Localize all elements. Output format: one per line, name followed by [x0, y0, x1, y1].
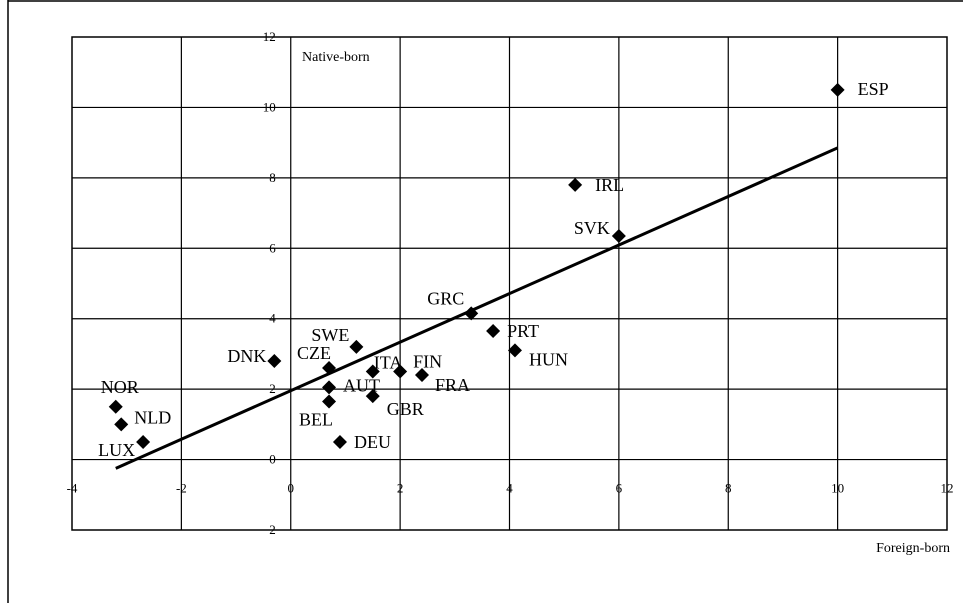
- data-point-marker: [114, 417, 129, 432]
- data-point-label: FIN: [413, 352, 442, 372]
- y-tick-label: 0: [269, 452, 276, 467]
- x-tick-label: 8: [725, 481, 732, 496]
- data-point-marker: [322, 394, 337, 409]
- data-point-marker: [507, 343, 522, 358]
- data-point-label: SVK: [574, 218, 610, 238]
- x-tick-label: -2: [176, 481, 187, 496]
- data-point-label: BEL: [299, 409, 333, 429]
- y-axis-title: Native-born: [302, 50, 370, 65]
- data-point-marker: [322, 380, 337, 395]
- data-point-label: NLD: [134, 407, 171, 427]
- data-point-label: GBR: [387, 399, 424, 419]
- plot-area-border: [71, 36, 948, 531]
- x-tick-label: 6: [616, 481, 623, 496]
- data-point-marker: [136, 434, 151, 449]
- data-point-marker: [365, 389, 380, 404]
- data-point-label: DNK: [227, 346, 266, 366]
- data-point-label: ITA: [374, 353, 403, 373]
- x-axis-title: Foreign-born: [876, 541, 950, 556]
- x-tick-label: 2: [397, 481, 404, 496]
- data-point-marker: [267, 353, 282, 368]
- x-tick-label: 10: [831, 481, 844, 496]
- data-point-label: PRT: [507, 321, 539, 341]
- data-point-marker: [611, 228, 626, 243]
- data-point-marker: [365, 364, 380, 379]
- data-point-label: CZE: [297, 343, 331, 363]
- y-tick-label: 2: [269, 522, 276, 537]
- y-tick-label: 8: [269, 170, 276, 185]
- y-tick-label: 2: [269, 381, 276, 396]
- y-tick-label: 4: [269, 311, 276, 326]
- data-point-marker: [393, 364, 408, 379]
- data-point-marker: [464, 306, 479, 321]
- data-point-label: FRA: [435, 375, 470, 395]
- data-point-marker: [332, 434, 347, 449]
- x-tick-label: 4: [506, 481, 513, 496]
- data-point-label: GRC: [427, 288, 464, 308]
- y-tick-label: 10: [263, 99, 276, 114]
- x-tick-label: 12: [941, 481, 954, 496]
- data-point-label: HUN: [529, 349, 568, 369]
- data-point-marker: [568, 177, 583, 192]
- data-point-marker: [322, 361, 337, 376]
- data-points: ESP IRL SVK GRC PRT HUN SWE ITA FIN FRA DNK CZE AUT G…: [98, 79, 889, 460]
- x-tick-label: -4: [67, 481, 78, 496]
- data-point-label: ESP: [858, 79, 889, 99]
- data-point-marker: [830, 82, 845, 97]
- data-point-marker: [486, 324, 501, 339]
- trend-line: [115, 146, 839, 470]
- y-tick-labels: 2 0 2 4 6 8 10 12: [263, 29, 277, 537]
- data-point-label: AUT: [343, 375, 380, 395]
- data-point-label: IRL: [595, 175, 624, 195]
- x-tick-labels: -4 -2 0 2 4 6 8 10 12: [67, 481, 954, 496]
- data-point-marker: [108, 399, 123, 414]
- y-tick-label: 6: [269, 240, 276, 255]
- data-point-label: NOR: [101, 377, 139, 397]
- grid-lines: [72, 37, 947, 530]
- x-tick-label: 0: [288, 481, 295, 496]
- data-point-label: DEU: [354, 432, 391, 452]
- data-point-marker: [415, 368, 429, 383]
- data-point-label: LUX: [98, 440, 135, 460]
- y-tick-label: 12: [263, 29, 276, 44]
- data-point-label: SWE: [311, 325, 349, 345]
- data-point-marker: [349, 339, 364, 354]
